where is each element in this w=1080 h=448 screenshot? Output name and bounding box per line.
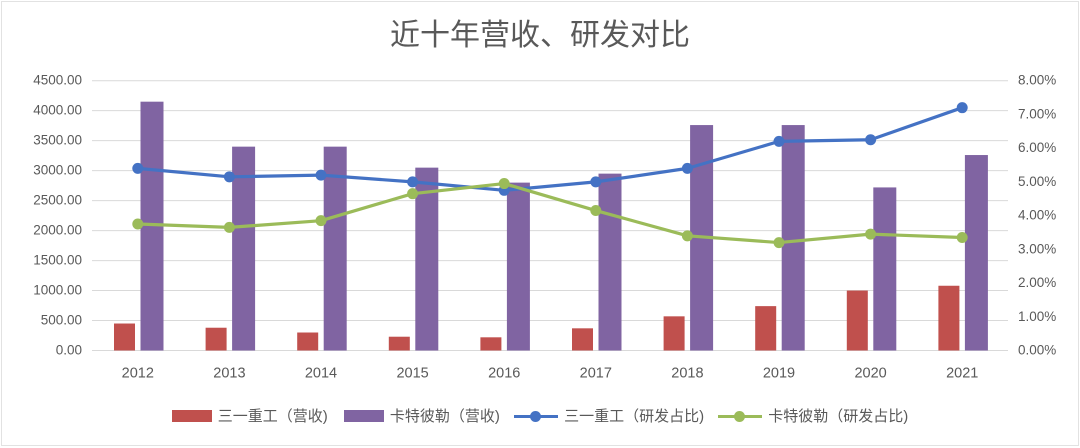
svg-text:2500.00: 2500.00 [33,193,82,208]
svg-text:2019: 2019 [763,366,795,382]
svg-text:4000.00: 4000.00 [33,103,82,118]
svg-text:1500.00: 1500.00 [33,253,82,268]
svg-text:2021: 2021 [946,366,978,382]
svg-text:2013: 2013 [213,366,245,382]
svg-text:2014: 2014 [305,366,337,382]
svg-text:2012: 2012 [122,366,154,382]
svg-text:2.00%: 2.00% [1018,275,1056,290]
svg-text:2015: 2015 [396,366,428,382]
svg-text:2016: 2016 [488,366,520,382]
svg-text:0.00%: 0.00% [1018,343,1056,358]
svg-text:1.00%: 1.00% [1018,309,1056,324]
svg-text:6.00%: 6.00% [1018,140,1056,155]
svg-text:4500.00: 4500.00 [33,73,82,88]
svg-text:2017: 2017 [580,366,612,382]
svg-text:1000.00: 1000.00 [33,283,82,298]
svg-text:500.00: 500.00 [41,313,82,328]
svg-text:7.00%: 7.00% [1018,106,1056,121]
svg-text:2020: 2020 [854,366,886,382]
svg-text:3.00%: 3.00% [1018,241,1056,256]
svg-text:4.00%: 4.00% [1018,208,1056,223]
svg-text:5.00%: 5.00% [1018,174,1056,189]
svg-text:2000.00: 2000.00 [33,223,82,238]
svg-text:2018: 2018 [671,366,703,382]
svg-text:3000.00: 3000.00 [33,163,82,178]
svg-text:0.00: 0.00 [56,343,82,358]
svg-text:8.00%: 8.00% [1018,73,1056,88]
svg-text:3500.00: 3500.00 [33,133,82,148]
